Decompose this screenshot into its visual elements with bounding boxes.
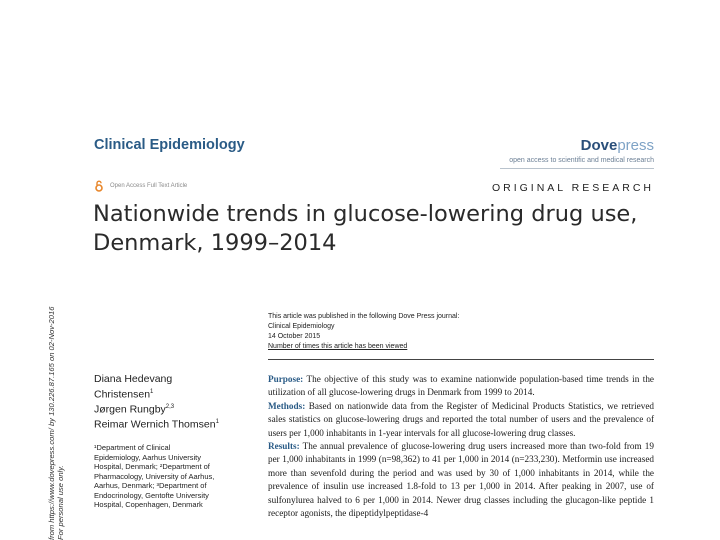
affiliation-line: Aarhus, Denmark; ³Department of — [94, 481, 207, 490]
abstract-results: Results: The annual prevalence of glucos… — [268, 440, 654, 520]
affiliation-line: Epidemiology, Aarhus University — [94, 452, 201, 462]
publication-info-line1: This article was published in the follow… — [268, 313, 460, 320]
article-title-line1: Nationwide trends in glucose-lowering dr… — [93, 201, 638, 227]
author-name: Reimar Wernich Thomsen — [94, 418, 216, 430]
open-access-row: Open Access Full Text Article — [94, 180, 187, 192]
download-stamp-line1: from https://www.dovepress.com/ by 130.2… — [47, 306, 56, 540]
abstract-divider — [268, 359, 654, 360]
article-title-line2: Denmark, 1999–2014 — [93, 230, 337, 256]
affiliations: ¹Department of Clinical Epidemiology, Aa… — [94, 443, 254, 510]
abstract-purpose: Purpose: The objective of this study was… — [268, 373, 654, 400]
results-text: The annual prevalence of glucose-lowerin… — [268, 441, 654, 519]
publisher-logo: Dovepress — [581, 137, 654, 154]
affiliation-line: Endocrinology, Gentofte University — [94, 490, 209, 500]
download-stamp: from https://www.dovepress.com/ by 130.2… — [47, 307, 65, 540]
affiliation-line: Hospital, Denmark; ²Department of — [94, 462, 210, 471]
author-list: Diana Hedevang Christensen1 Jørgen Rungb… — [94, 373, 219, 431]
purpose-text: The objective of this study was to exami… — [268, 374, 654, 398]
journal-name: Clinical Epidemiology — [94, 137, 245, 153]
publication-info-journal: Clinical Epidemiology — [268, 323, 335, 330]
article-type: ORIGINAL RESEARCH — [491, 182, 654, 194]
publication-info: This article was published in the follow… — [268, 312, 459, 352]
methods-label: Methods: — [268, 400, 306, 411]
download-stamp-line2: For personal use only. — [56, 465, 65, 540]
article-title: Nationwide trends in glucose-lowering dr… — [93, 200, 673, 258]
header-divider — [500, 168, 654, 169]
purpose-label: Purpose: — [268, 374, 304, 384]
author-affiliation-marker: 1 — [215, 418, 219, 425]
affiliation-line: ¹Department of Clinical — [94, 443, 171, 452]
views-link[interactable]: Number of times this article has been vi… — [268, 343, 408, 350]
author-name: Jørgen Rungby — [94, 403, 166, 415]
affiliation-line: Hospital, Copenhagen, Denmark — [94, 500, 203, 509]
abstract: Purpose: The objective of this study was… — [268, 373, 654, 520]
open-access-label: Open Access Full Text Article — [110, 183, 188, 189]
publisher-name-part1: Dove — [580, 137, 618, 154]
author-name: Christensen — [94, 388, 151, 400]
publication-info-date: 14 October 2015 — [268, 333, 321, 340]
abstract-methods: Methods: Based on nationwide data from t… — [268, 400, 654, 440]
author-name: Diana Hedevang — [94, 373, 173, 385]
author-affiliation-marker: 2,3 — [165, 403, 175, 410]
open-access-lock-icon — [94, 180, 104, 192]
results-label: Results: — [268, 441, 300, 452]
author-affiliation-marker: 1 — [150, 388, 154, 395]
publisher-name-part2: press — [617, 137, 654, 154]
methods-text: Based on nationwide data from the Regist… — [268, 400, 654, 438]
publisher-tagline: open access to scientific and medical re… — [509, 157, 654, 164]
affiliation-line: Pharmacology, University of Aarhus, — [94, 471, 215, 481]
